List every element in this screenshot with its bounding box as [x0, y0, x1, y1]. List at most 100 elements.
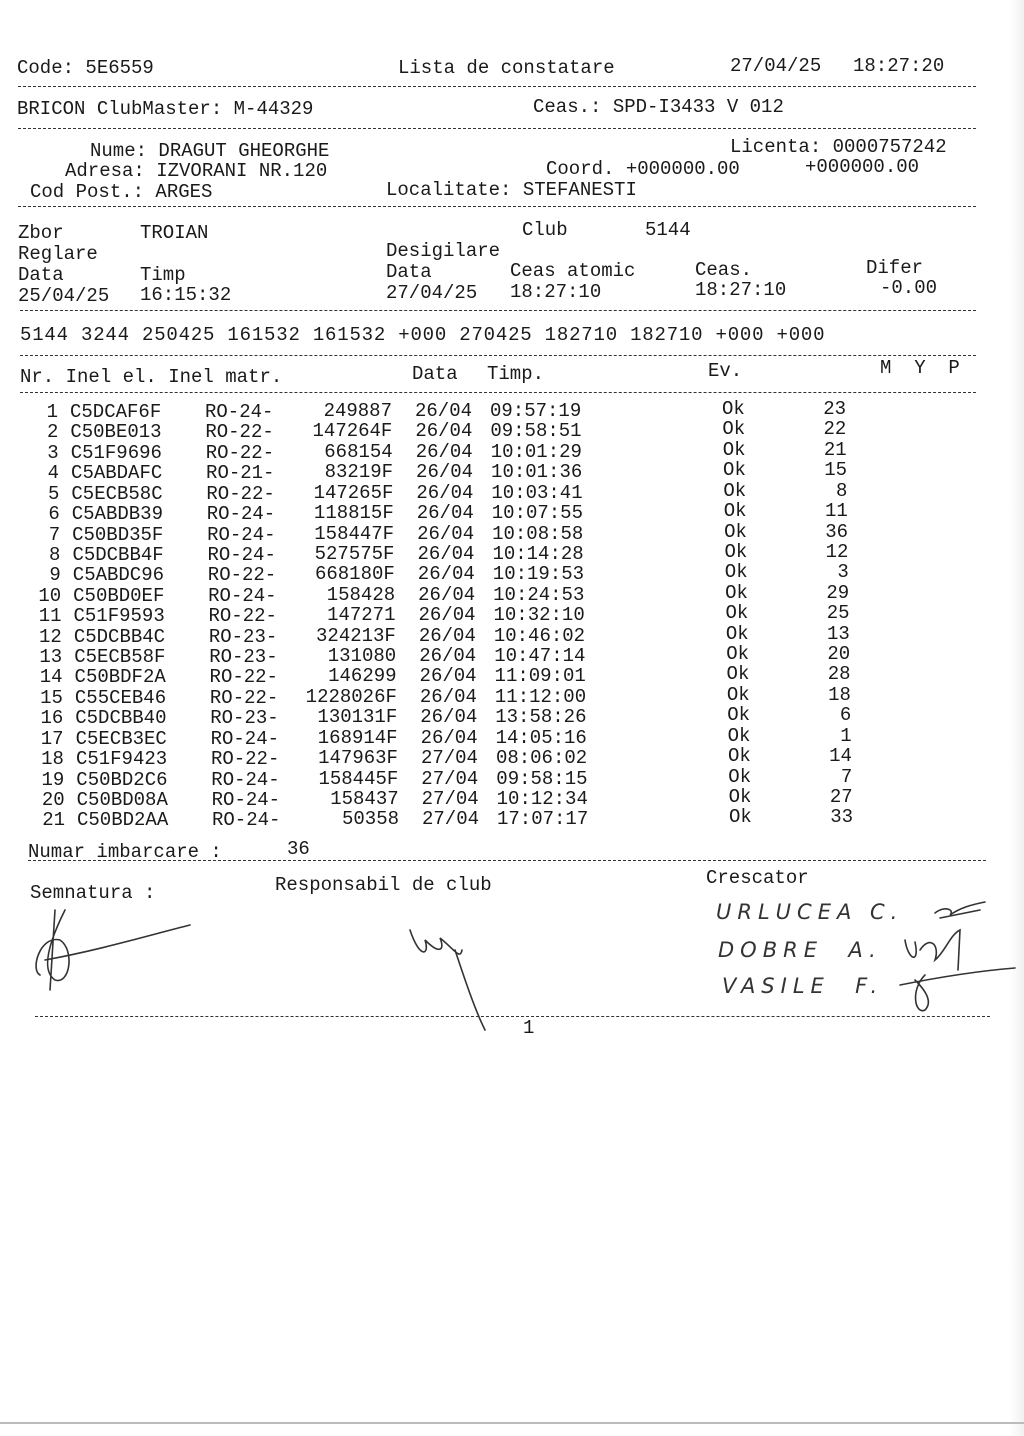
signature-responsabil: [409, 929, 486, 1031]
zbor-label: Zbor: [18, 222, 64, 244]
row-m: 20: [827, 643, 851, 666]
signature-crescator-1: [934, 901, 986, 919]
row-timp: 10:24:53: [493, 583, 585, 606]
col-timp: Timp.: [487, 363, 545, 385]
row-timp: 10:08:58: [492, 522, 584, 545]
ceas-atomic-label: Ceas atomic: [510, 260, 636, 282]
col-nr-inel: Nr. Inel el. Inel matr.: [20, 366, 283, 388]
row-m: 14: [829, 745, 852, 768]
row-data: 26/04: [419, 685, 477, 708]
divider: [20, 355, 976, 356]
row-inel-matr: 1228026F: [305, 685, 397, 708]
row-ev: Ok: [727, 745, 751, 768]
numar-label: Numar imbarcare :: [28, 841, 222, 863]
row-timp: 11:09:01: [494, 665, 586, 688]
row-inel-prefix: RO-23-: [208, 625, 278, 648]
row-inel-prefix: RO-22-: [208, 605, 277, 628]
row-data: 27/04: [421, 767, 479, 790]
row-nr: 5: [47, 482, 60, 505]
row-nr: 6: [48, 503, 60, 526]
row-nr: 7: [48, 523, 61, 546]
row-m: 25: [826, 602, 850, 625]
row-inel-matr: 147271: [327, 604, 396, 627]
row-timp: 08:06:02: [495, 747, 588, 770]
row-nr: 12: [39, 625, 62, 648]
row-timp: 10:46:02: [493, 624, 586, 647]
reglare-time: 16:15:32: [140, 284, 232, 306]
row-m: 29: [826, 581, 850, 604]
row-nr: 21: [42, 809, 65, 832]
row-inel-matr: 668154: [324, 440, 393, 463]
row-inel-matr: 158447F: [314, 522, 395, 545]
row-inel-prefix: RO-24-: [211, 768, 280, 791]
row-inel-el: C51F9593: [73, 605, 165, 628]
atomic-time: 18:27:10: [510, 281, 602, 303]
row-inel-prefix: RO-22-: [205, 421, 274, 444]
row-data: 26/04: [415, 440, 473, 463]
row-nr: 3: [47, 441, 59, 464]
row-inel-matr: 83219F: [324, 461, 394, 484]
row-timp: 10:01:29: [490, 440, 582, 463]
row-m: 27: [829, 785, 853, 808]
row-inel-prefix: RO-22-: [209, 686, 279, 709]
row-inel-el: C5ECB58F: [74, 646, 166, 669]
row-data: 26/04: [419, 645, 477, 668]
row-data: 26/04: [418, 583, 476, 606]
row-inel-el: C5ABDC96: [72, 564, 165, 587]
row-data: 26/04: [416, 461, 474, 484]
timp-label: Timp: [140, 264, 186, 286]
row-inel-el: C50BDF2A: [74, 666, 166, 689]
row-inel-prefix: RO-24-: [205, 401, 274, 423]
row-inel-el: C5ABDB39: [71, 503, 163, 526]
row-inel-matr: 130131F: [317, 706, 398, 729]
coord-2: +000000.00: [805, 156, 920, 178]
row-m: 23: [823, 398, 846, 420]
row-ev: Ok: [726, 643, 749, 666]
row-timp: 10:14:28: [492, 542, 584, 565]
row-inel-prefix: RO-24-: [211, 788, 281, 811]
club-label: Club: [522, 219, 568, 241]
owner-address: Adresa: IZVORANI NR.120: [65, 160, 328, 182]
row-ev: Ok: [728, 785, 752, 808]
clubmaster-label: BRICON ClubMaster: M-44329: [17, 98, 314, 120]
row-timp: 09:58:51: [490, 420, 582, 443]
row-inel-matr: 324213F: [316, 624, 396, 647]
row-ev: Ok: [726, 663, 750, 686]
row-inel-matr: 147264F: [312, 420, 393, 443]
row-inel-el: C50BD2C6: [76, 768, 168, 791]
difer-value: -0.00: [880, 277, 938, 299]
row-timp: 09:57:19: [490, 400, 582, 422]
row-inel-prefix: RO-24-: [208, 584, 277, 607]
divider: [18, 86, 976, 87]
row-m: 18: [828, 683, 851, 706]
handwritten-name-3: VASILE F.: [722, 974, 884, 998]
row-ev: Ok: [724, 540, 748, 563]
row-inel-el: C5DCBB4C: [73, 625, 166, 648]
row-ev: Ok: [722, 398, 745, 420]
owner-license: Licenta: 0000757242: [730, 136, 947, 158]
row-ev: Ok: [723, 500, 747, 523]
print-time: 18:27:20: [853, 55, 945, 77]
document-title: Lista de constatare: [398, 57, 615, 79]
crescator-label: Crescator: [706, 867, 809, 889]
row-inel-matr: 147265F: [313, 481, 394, 504]
col-data: Data: [412, 363, 458, 385]
row-inel-matr: 168914F: [317, 726, 398, 749]
row-inel-matr: 146299: [328, 665, 397, 688]
desigilare-label: Desigilare: [386, 240, 501, 262]
row-data: 26/04: [418, 604, 476, 627]
row-timp: 17:07:17: [497, 808, 589, 831]
document-code: Code: 5E6559: [17, 57, 154, 79]
row-inel-matr: 131080: [327, 645, 397, 668]
reglare-label: Reglare: [18, 243, 98, 265]
row-inel-prefix: RO-23-: [209, 646, 278, 669]
row-m: 33: [830, 806, 853, 829]
clock-id: Ceas.: SPD-I3433 V 012: [533, 96, 784, 118]
row-ev: Ok: [724, 561, 748, 584]
row-ev: Ok: [723, 459, 746, 482]
row-data: 26/04: [417, 563, 475, 586]
row-timp: 10:32:10: [493, 604, 585, 627]
row-nr: 9: [49, 564, 61, 587]
row-data: 26/04: [417, 542, 475, 565]
row-inel-prefix: RO-24-: [206, 503, 276, 526]
